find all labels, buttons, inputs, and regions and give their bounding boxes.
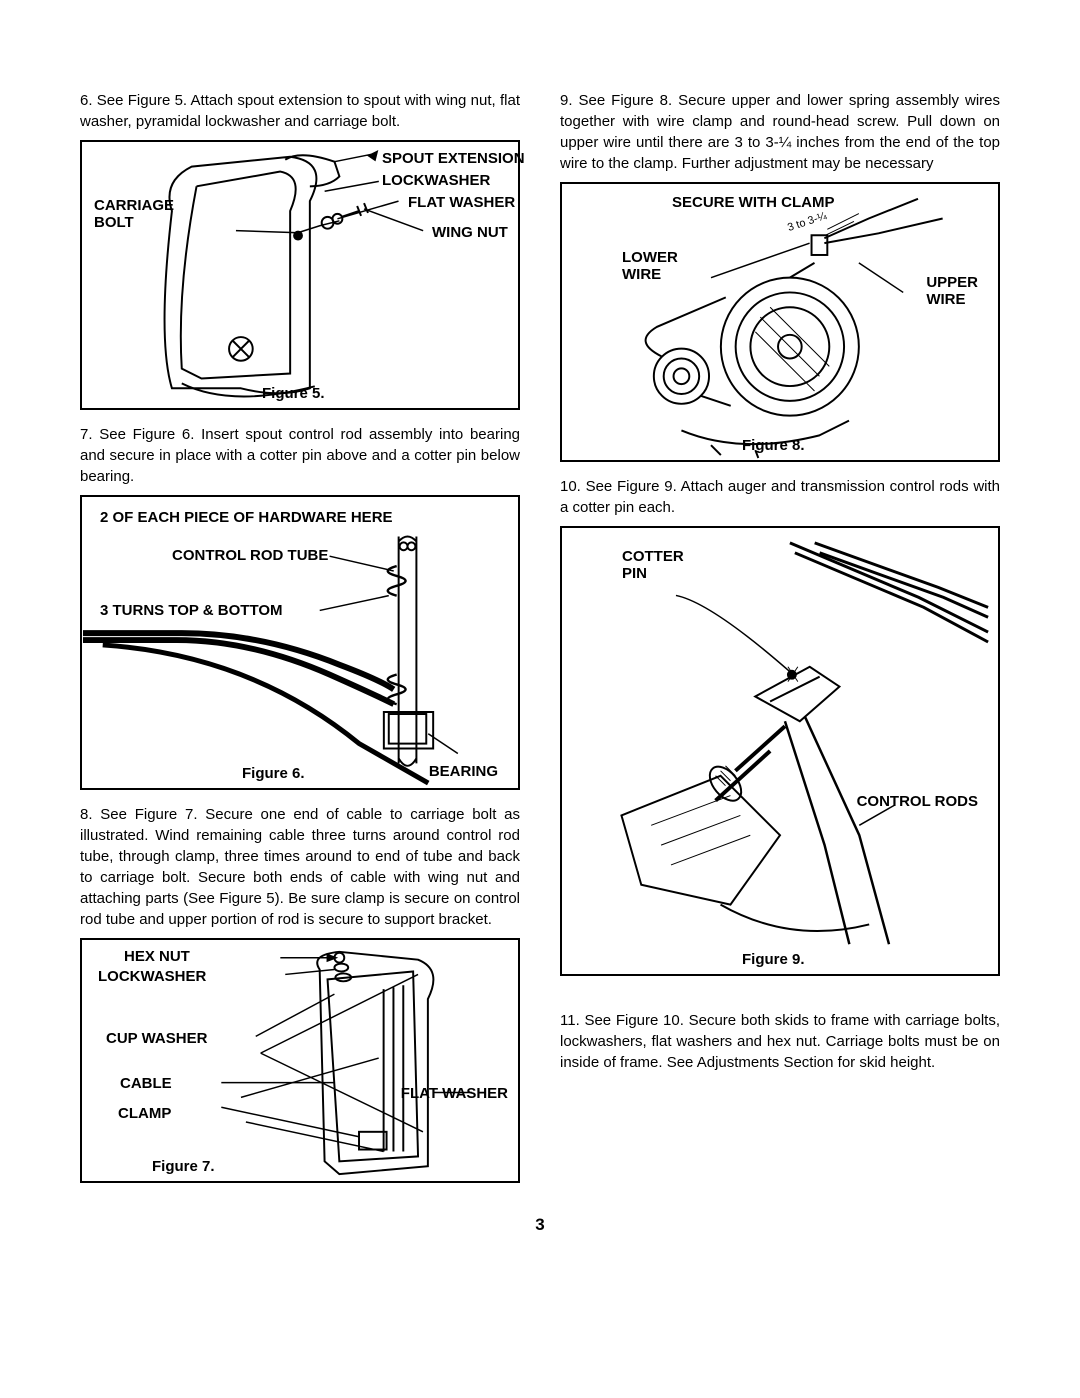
- figure-9: COTTER PIN CONTROL RODS Figure 9.: [560, 526, 1000, 976]
- figure-6: 2 OF EACH PIECE OF HARDWARE HERE CONTROL…: [80, 495, 520, 790]
- step-9-text: 9. See Figure 8. Secure upper and lower …: [560, 90, 1000, 174]
- figure-6-caption: Figure 6.: [242, 765, 305, 782]
- step-10-text: 10. See Figure 9. Attach auger and trans…: [560, 476, 1000, 518]
- label-wing-nut: WING NUT: [432, 224, 508, 241]
- label-lockwasher-7: LOCKWASHER: [98, 968, 206, 985]
- label-cup-washer: CUP WASHER: [106, 1030, 207, 1047]
- label-upper-wire: UPPER WIRE: [926, 274, 978, 309]
- label-spout-extension: SPOUT EXTENSION: [382, 150, 525, 167]
- figure-7-caption: Figure 7.: [152, 1158, 215, 1175]
- label-secure-clamp: SECURE WITH CLAMP: [672, 194, 835, 211]
- label-lower-wire: LOWER WIRE: [622, 249, 678, 284]
- right-column: 9. See Figure 8. Secure upper and lower …: [560, 90, 1000, 1197]
- label-lockwasher-5: LOCKWASHER: [382, 172, 490, 189]
- figure-6-drawing: [82, 497, 518, 788]
- figure-7: HEX NUT LOCKWASHER CUP WASHER CABLE CLAM…: [80, 938, 520, 1183]
- step-11-text: 11. See Figure 10. Secure both skids to …: [560, 1010, 1000, 1073]
- step-7-text: 7. See Figure 6. Insert spout control ro…: [80, 424, 520, 487]
- label-hardware: 2 OF EACH PIECE OF HARDWARE HERE: [100, 509, 393, 526]
- label-clamp: CLAMP: [118, 1105, 171, 1122]
- label-cotter-pin: COTTER PIN: [622, 548, 684, 583]
- label-control-rods: CONTROL RODS: [857, 793, 978, 810]
- label-hex-nut: HEX NUT: [124, 948, 190, 965]
- label-flat-washer-7: FLAT WASHER: [401, 1085, 508, 1102]
- figure-8-caption: Figure 8.: [742, 437, 805, 454]
- label-cable: CABLE: [120, 1075, 172, 1092]
- left-column: 6. See Figure 5. Attach spout extension …: [80, 90, 520, 1197]
- label-flat-washer-5: FLAT WASHER: [408, 194, 515, 211]
- label-control-rod-tube: CONTROL ROD TUBE: [172, 547, 328, 564]
- label-carriage-bolt: CARRIAGE BOLT: [94, 197, 174, 232]
- figure-8: SECURE WITH CLAMP 3 to 3-¼ LOWER WIRE UP…: [560, 182, 1000, 462]
- step-6-text: 6. See Figure 5. Attach spout extension …: [80, 90, 520, 132]
- page-container: 6. See Figure 5. Attach spout extension …: [80, 90, 1000, 1197]
- label-turns: 3 TURNS TOP & BOTTOM: [100, 602, 283, 619]
- step-8-text: 8. See Figure 7. Secure one end of cable…: [80, 804, 520, 930]
- figure-8-drawing: [562, 184, 998, 460]
- figure-9-caption: Figure 9.: [742, 951, 805, 968]
- figure-9-drawing: [562, 528, 998, 974]
- page-number: 3: [80, 1215, 1000, 1235]
- label-bearing: BEARING: [429, 763, 498, 780]
- figure-5-caption: Figure 5.: [262, 385, 325, 402]
- figure-5: SPOUT EXTENSION LOCKWASHER FLAT WASHER W…: [80, 140, 520, 410]
